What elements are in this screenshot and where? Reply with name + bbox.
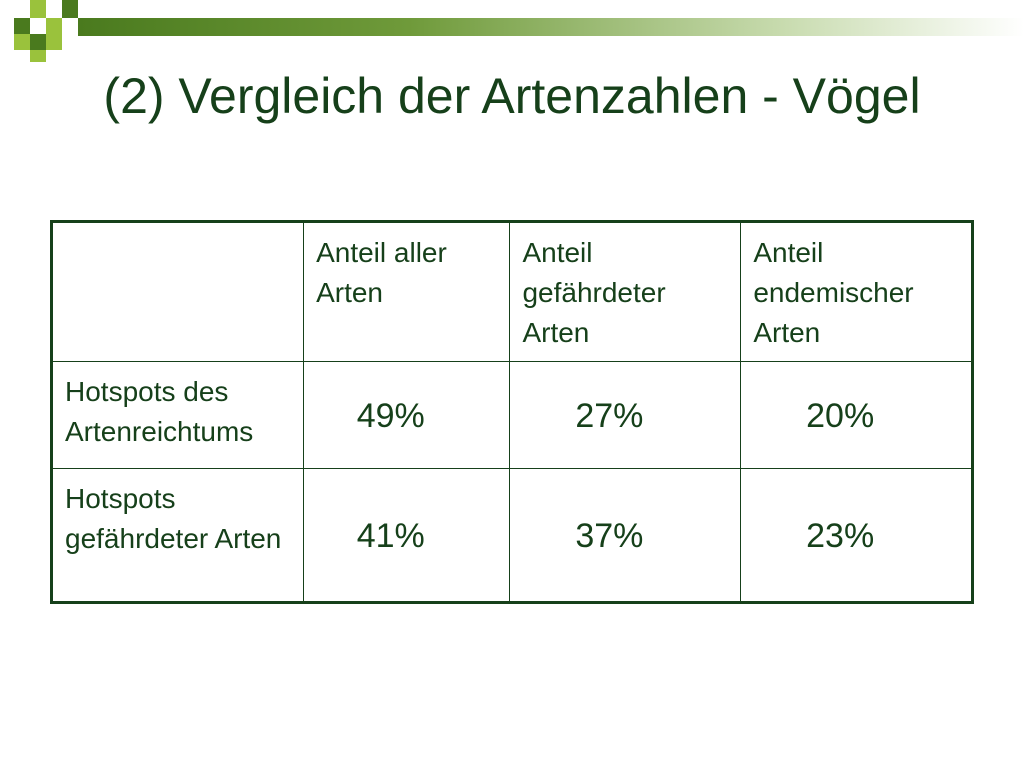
table-header-row: Anteil aller Arten Anteil gefährdeter Ar…: [50, 221, 973, 362]
decor-square: [46, 34, 62, 50]
table-header-cell: Anteil aller Arten: [303, 221, 511, 362]
table-header-cell: Anteil endemischer Arten: [740, 221, 973, 362]
table-cell-value: 27%: [509, 361, 742, 469]
row-label: Hotspots des Artenreichtums: [50, 361, 305, 469]
table-header-cell: [50, 221, 305, 362]
table-cell-value: 41%: [303, 468, 511, 603]
decor-square: [46, 18, 62, 34]
decor-square: [30, 50, 46, 62]
header-gradient-bar: [78, 18, 1024, 36]
table-cell-value: 20%: [740, 361, 973, 469]
decor-square: [14, 34, 30, 50]
table-cell-value: 37%: [509, 468, 742, 603]
decor-square: [14, 18, 30, 34]
decor-square: [62, 0, 78, 18]
table-row: Hotspots gefährdeter Arten 41% 37% 23%: [50, 468, 973, 603]
row-label: Hotspots gefährdeter Arten: [50, 468, 305, 603]
comparison-table: Anteil aller Arten Anteil gefährdeter Ar…: [50, 220, 974, 604]
table-row: Hotspots des Artenreichtums 49% 27% 20%: [50, 361, 973, 469]
table-cell-value: 49%: [303, 361, 511, 469]
slide-title: (2) Vergleich der Artenzahlen - Vögel: [103, 68, 921, 124]
table-cell-value: 23%: [740, 468, 973, 603]
decor-square: [30, 0, 46, 18]
decor-square: [30, 34, 46, 50]
table-header-cell: Anteil gefährdeter Arten: [509, 221, 742, 362]
